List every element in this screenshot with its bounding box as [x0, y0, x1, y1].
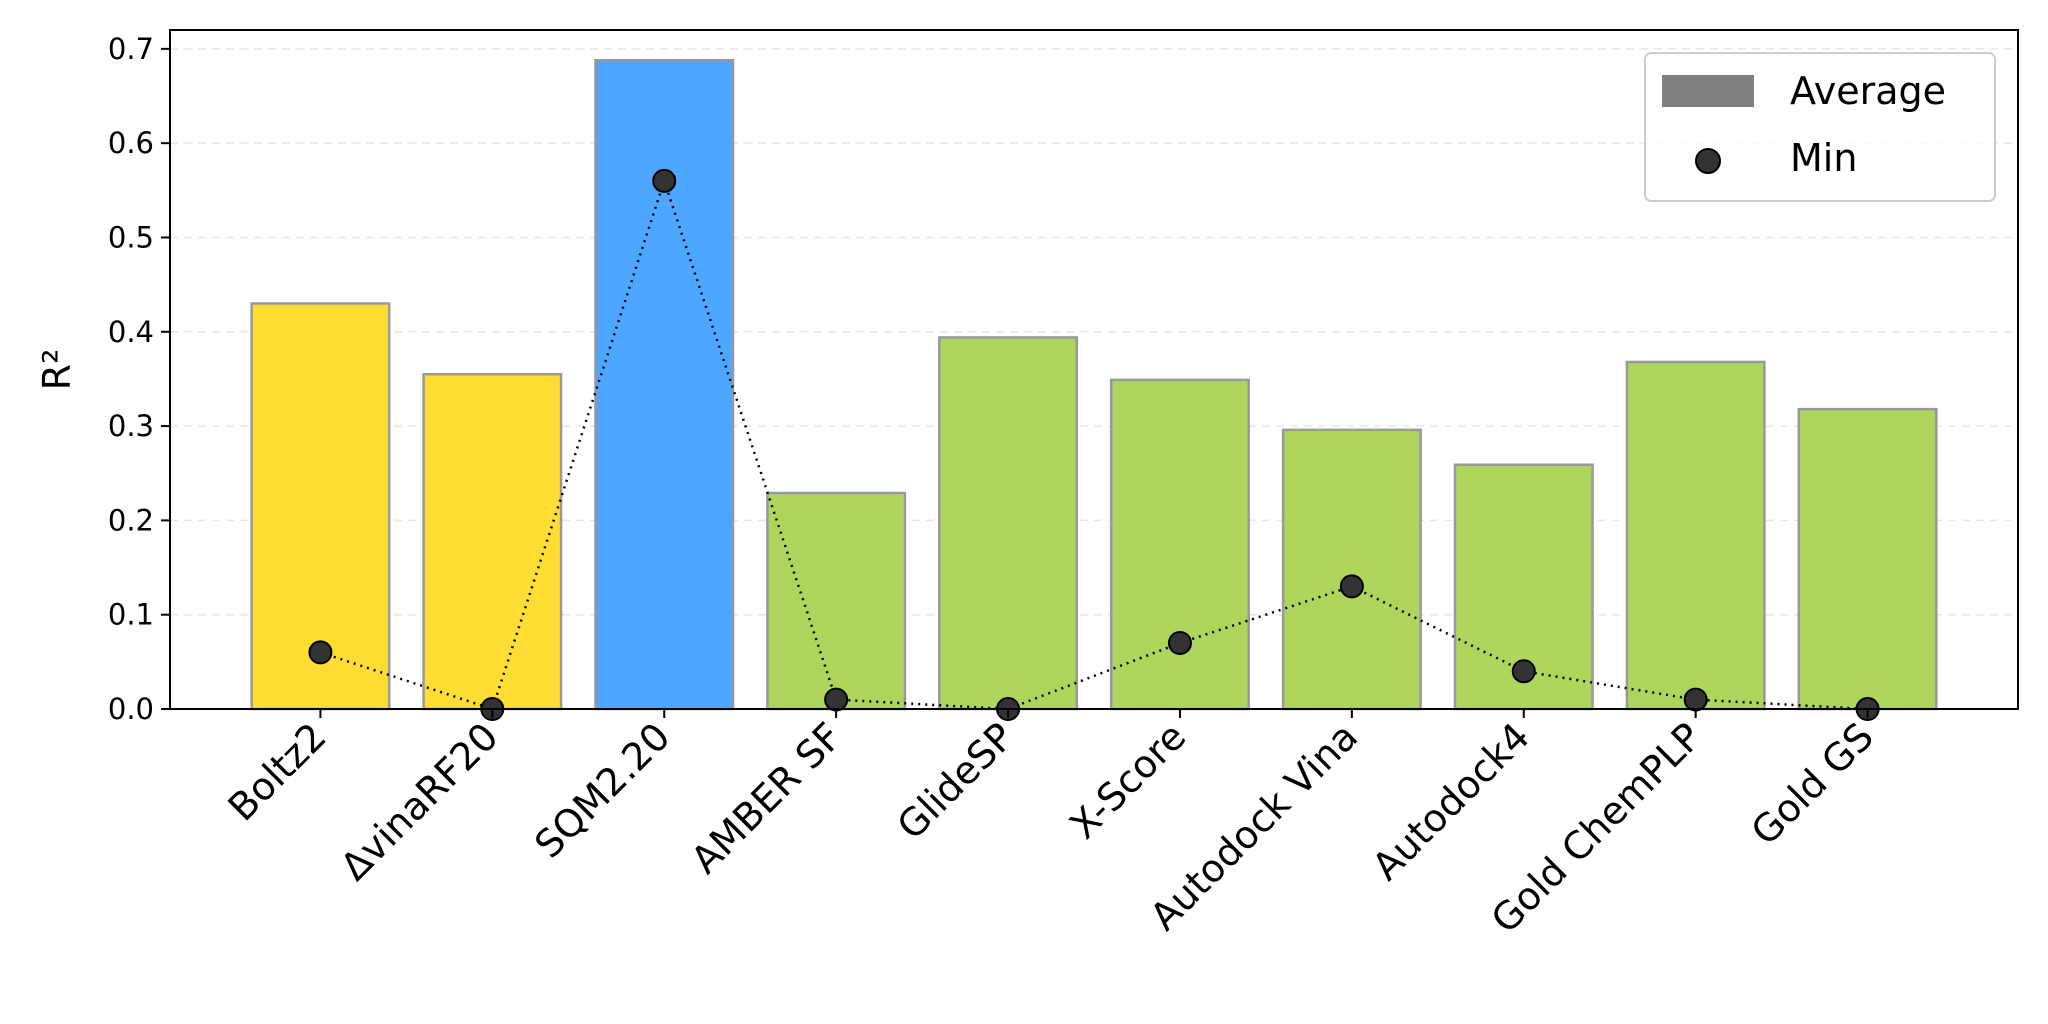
- min-point-3: [652, 168, 677, 193]
- min-point-7: [1339, 574, 1364, 599]
- legend-min-marker: [1695, 148, 1721, 174]
- x-tick-label: AMBER SF: [683, 714, 851, 882]
- legend: Average Min: [1644, 52, 1996, 202]
- bar-5: [938, 336, 1079, 711]
- bar-9: [1625, 360, 1766, 711]
- plot-frame: [169, 29, 2019, 710]
- min-point-1: [308, 640, 333, 665]
- y-tick-label: 0.4: [108, 315, 154, 349]
- y-tick-label: 0.2: [108, 503, 154, 537]
- y-tick-label: 0.5: [108, 220, 154, 254]
- legend-average-label: Average: [1790, 69, 1946, 113]
- x-tick-label: X-Score: [1061, 714, 1194, 847]
- x-tick-label: GlideSP: [889, 714, 1023, 848]
- y-axis-title: R²: [35, 349, 79, 391]
- x-tick-label: Gold GS: [1743, 714, 1882, 853]
- min-point-6: [1167, 630, 1192, 655]
- x-tick-label: SQM2.20: [526, 714, 678, 866]
- min-point-9: [1683, 687, 1708, 712]
- bar-10: [1797, 407, 1938, 711]
- min-point-4: [824, 687, 849, 712]
- min-point-group: [308, 168, 1880, 721]
- bar-group: [250, 58, 1938, 711]
- min-line-group: [320, 176, 1868, 711]
- y-tick-label: 0.6: [108, 126, 154, 160]
- legend-min-label: Min: [1790, 136, 1857, 180]
- y-axis: 0.0 0.1 0.2 0.3 0.4 0.5 0.6 0.7: [108, 32, 170, 726]
- bar-2: [422, 372, 563, 711]
- x-tick-label: Autodock4: [1364, 714, 1538, 888]
- bar-3: [594, 58, 735, 711]
- bar-6: [1109, 378, 1250, 711]
- x-tick-label: Boltz2: [220, 714, 335, 829]
- y-tick-label: 0.7: [108, 32, 154, 66]
- y-tick-label: 0.1: [108, 598, 154, 632]
- bar-4: [766, 491, 907, 711]
- y-tick-label: 0.0: [108, 692, 154, 726]
- legend-average-swatch: [1662, 75, 1754, 107]
- bar-7: [1281, 428, 1422, 711]
- min-point-8: [1511, 659, 1536, 684]
- x-tick-label: ΔvinaRF20: [332, 714, 507, 889]
- min-line: [320, 176, 1868, 711]
- y-tick-label: 0.3: [108, 409, 154, 443]
